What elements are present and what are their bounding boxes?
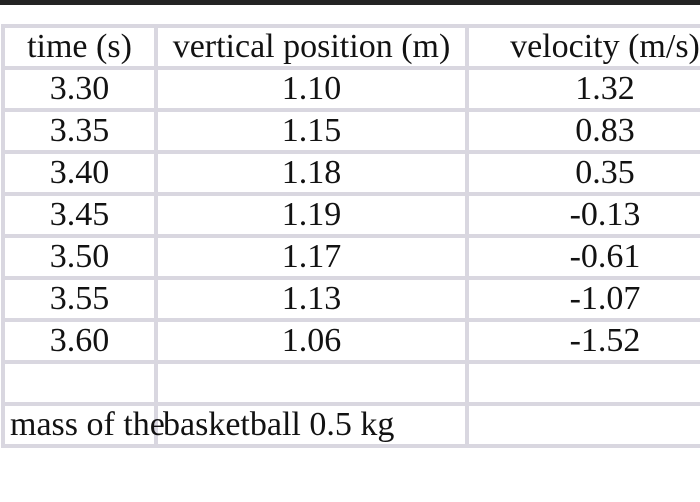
table-cell-velocity: 0.83 bbox=[465, 108, 700, 154]
table-cell-velocity: 0.35 bbox=[465, 150, 700, 196]
data-row-7: 3.60 1.06 -1.52 bbox=[1, 318, 700, 364]
empty-cell bbox=[154, 360, 469, 406]
table-cell-velocity: 1.32 bbox=[465, 66, 700, 112]
table-cell-position: 1.13 bbox=[154, 276, 469, 322]
table-cell-position: 1.10 bbox=[154, 66, 469, 112]
table-cell-time: 3.60 bbox=[1, 318, 158, 364]
empty-cell bbox=[465, 360, 700, 406]
table-cell-time: 3.40 bbox=[1, 150, 158, 196]
data-row-3: 3.40 1.18 0.35 bbox=[1, 150, 700, 196]
table-cell-time: 3.45 bbox=[1, 192, 158, 238]
table-cell-position: 1.15 bbox=[154, 108, 469, 154]
measurement-table: time (s) vertical position (m) velocity … bbox=[1, 24, 700, 448]
empty-cell bbox=[1, 360, 158, 406]
table-cell-time: 3.55 bbox=[1, 276, 158, 322]
table-viewport: time (s) vertical position (m) velocity … bbox=[0, 24, 700, 450]
table-cell-position: 1.19 bbox=[154, 192, 469, 238]
note-row: mass of the basketball 0.5 kg bbox=[1, 402, 700, 448]
header-cell-time: time (s) bbox=[1, 24, 158, 70]
table-cell-velocity: -0.61 bbox=[465, 234, 700, 280]
header-cell-vertical-position: vertical position (m) bbox=[154, 24, 469, 70]
data-row-2: 3.35 1.15 0.83 bbox=[1, 108, 700, 154]
data-row-4: 3.45 1.19 -0.13 bbox=[1, 192, 700, 238]
table-cell-position: 1.06 bbox=[154, 318, 469, 364]
table-cell-time: 3.50 bbox=[1, 234, 158, 280]
table-cell-velocity: -1.52 bbox=[465, 318, 700, 364]
table-cell-position: 1.17 bbox=[154, 234, 469, 280]
header-row: time (s) vertical position (m) velocity … bbox=[1, 24, 700, 70]
table-cell-position: 1.18 bbox=[154, 150, 469, 196]
top-border-bar bbox=[0, 0, 700, 5]
table-cell-velocity: -1.07 bbox=[465, 276, 700, 322]
table-cell-velocity: -0.13 bbox=[465, 192, 700, 238]
header-cell-velocity: velocity (m/s) bbox=[465, 24, 700, 70]
table-cell-time: 3.30 bbox=[1, 66, 158, 112]
data-row-6: 3.55 1.13 -1.07 bbox=[1, 276, 700, 322]
spacer-row bbox=[1, 360, 700, 406]
data-row-5: 3.50 1.17 -0.61 bbox=[1, 234, 700, 280]
mass-note-part-2: basketball 0.5 kg bbox=[154, 402, 469, 448]
data-row-1: 3.30 1.10 1.32 bbox=[1, 66, 700, 112]
mass-note-part-1: mass of the bbox=[1, 402, 165, 448]
table-cell-time: 3.35 bbox=[1, 108, 158, 154]
empty-cell bbox=[465, 402, 700, 448]
